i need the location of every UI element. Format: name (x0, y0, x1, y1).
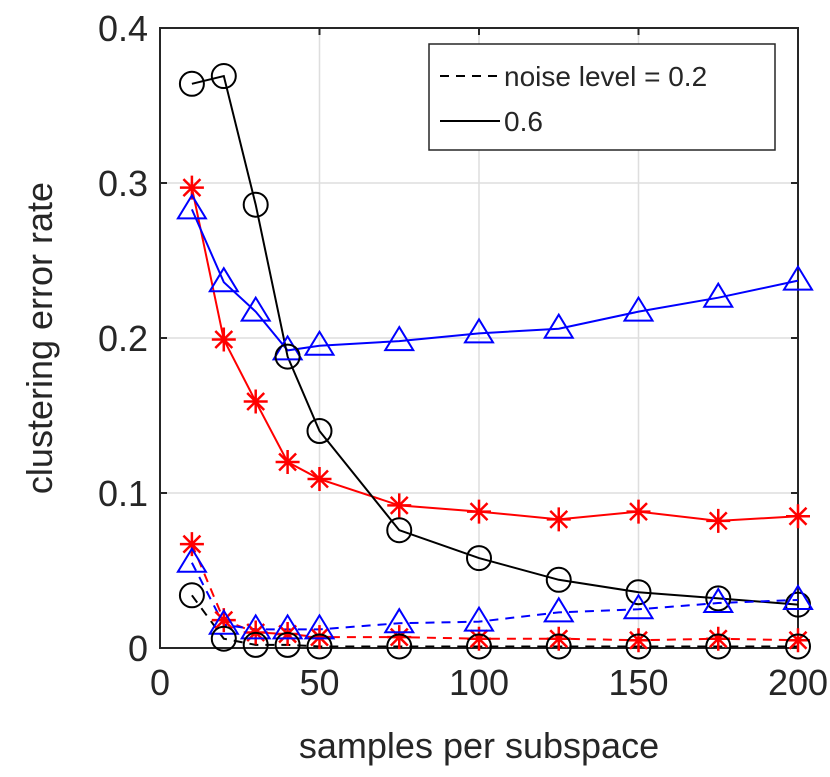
triangle-marker (383, 607, 416, 634)
axis-ticks: 0 50 100 150 200 0 0.1 0.2 0.3 0.4 (98, 8, 828, 703)
triangle-marker (542, 596, 575, 623)
star-marker (307, 625, 332, 650)
star-marker (179, 532, 204, 557)
star-marker (706, 508, 731, 533)
star-marker (546, 626, 571, 651)
triangle-marker (542, 312, 575, 339)
circle-marker (178, 582, 205, 609)
star-marker (546, 507, 571, 532)
triangle-marker (303, 329, 336, 356)
star-marker (706, 626, 731, 651)
y-tick-label: 0 (128, 628, 148, 669)
x-axis-label: samples per subspace (299, 725, 659, 766)
star-marker (307, 467, 332, 492)
solid-series-line (190, 187, 799, 522)
legend-entry-label: 0.6 (504, 106, 543, 137)
series-markers (176, 63, 814, 660)
star-marker (275, 450, 300, 474)
x-tick-label: 50 (299, 662, 339, 703)
circle-marker (306, 418, 333, 444)
triangle-marker (271, 613, 304, 640)
series-lines (190, 74, 799, 648)
x-tick-label: 150 (608, 662, 668, 703)
y-tick-label: 0.2 (98, 318, 148, 359)
circle-marker (274, 631, 301, 658)
x-tick-label: 0 (150, 662, 170, 703)
solid-series-line (190, 208, 799, 352)
triangle-marker (463, 605, 495, 632)
y-tick-label: 0.1 (98, 473, 148, 514)
triangle-marker (463, 317, 495, 344)
triangle-marker (176, 546, 208, 573)
dashed-series-line (191, 562, 799, 631)
circle-marker (705, 585, 732, 612)
star-marker (211, 327, 236, 352)
triangle-marker (782, 264, 814, 291)
circle-marker (545, 566, 572, 593)
triangle-marker (383, 325, 416, 352)
y-axis-label: clustering error rate (19, 182, 60, 494)
star-marker (243, 389, 268, 414)
triangle-marker (208, 266, 240, 293)
triangle-marker (622, 593, 655, 620)
star-marker (626, 499, 651, 524)
circle-marker (466, 633, 492, 660)
circle-marker (210, 63, 237, 90)
circle-marker (274, 343, 301, 370)
legend-box (428, 43, 776, 151)
circle-marker (466, 545, 492, 572)
triangle-marker (702, 281, 735, 308)
triangle-marker (702, 587, 735, 614)
y-tick-label: 0.4 (98, 8, 148, 49)
y-tick-label: 0.3 (98, 163, 148, 204)
circle-marker (625, 633, 652, 660)
circle-marker (306, 633, 333, 660)
triangle-marker (239, 295, 272, 322)
circle-marker (705, 633, 732, 660)
circle-marker (625, 579, 652, 606)
circle-marker (210, 625, 237, 652)
circle-marker (785, 633, 811, 660)
star-marker (467, 626, 491, 651)
star-marker (275, 622, 300, 647)
triangle-marker (208, 608, 240, 635)
legend-entry-label: noise level = 0.2 (504, 61, 707, 92)
circle-marker (178, 70, 205, 97)
triangle-marker (303, 613, 336, 640)
triangle-marker (176, 193, 208, 220)
triangle-marker (622, 295, 655, 322)
circle-marker (242, 191, 269, 218)
star-marker (786, 628, 810, 653)
circle-marker (386, 517, 413, 544)
star-marker (387, 493, 412, 518)
legend: noise level = 0.2 0.6 (428, 43, 776, 151)
circle-marker (545, 633, 572, 660)
star-marker (786, 504, 810, 529)
star-marker (179, 175, 204, 200)
triangle-marker (239, 613, 272, 640)
circle-marker (242, 631, 269, 658)
star-marker (211, 608, 236, 633)
x-tick-label: 200 (768, 662, 828, 703)
star-marker (626, 628, 651, 653)
x-tick-label: 100 (449, 662, 509, 703)
circle-marker (386, 633, 413, 660)
star-marker (387, 625, 412, 650)
star-marker (467, 499, 491, 524)
solid-series-line (191, 74, 799, 606)
triangle-marker (782, 584, 814, 610)
